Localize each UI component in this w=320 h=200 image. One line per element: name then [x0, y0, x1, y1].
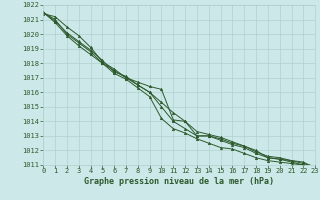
X-axis label: Graphe pression niveau de la mer (hPa): Graphe pression niveau de la mer (hPa)	[84, 177, 274, 186]
